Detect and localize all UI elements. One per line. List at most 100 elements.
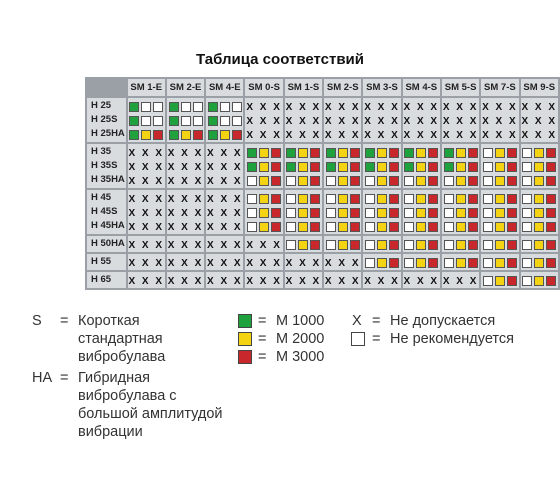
white-square [286,240,297,250]
red-square [428,222,439,232]
not-allowed-mark: X X X [364,101,400,113]
not-allowed-mark: X X X [246,239,282,251]
white-square [180,102,191,112]
not-allowed-mark: X X X [128,221,165,233]
green-square [168,102,179,112]
yellow-square [416,194,427,204]
legend-s-equals: = [60,313,69,329]
table-cell: X X X [166,236,205,252]
table-cell: X X X [166,254,205,270]
row-labels: H 25 H 25S H 25HA [87,98,126,142]
table-cell [324,144,362,188]
legend-red-swatch [238,350,252,364]
table-cell: X X X [324,254,362,270]
yellow-square [141,130,152,140]
white-square [404,222,415,232]
yellow-square [416,148,427,158]
row-labels: H 45 H 45S H 45HA [87,190,126,234]
yellow-square [534,162,545,172]
red-square [467,194,478,204]
yellow-square [534,222,545,232]
yellow-square [298,162,309,172]
legend-s-line-1: Короткая [78,313,140,329]
red-square [467,176,478,186]
yellow-square [494,208,505,218]
table-cell [481,236,519,252]
not-allowed-mark: X X X [364,275,400,287]
not-allowed-mark: X X X [207,175,243,187]
table-cell [284,144,323,188]
yellow-square [298,176,309,186]
table-cell: X X X X X X X X X [166,190,205,234]
table-cell [363,254,401,270]
legend-s-line-3: вибробулава [78,349,166,365]
red-square [389,162,399,172]
red-square [428,176,439,186]
table-cell [284,236,323,252]
not-allowed-mark: X X X [482,101,518,113]
table-cell: X X X X X X X X X [481,98,519,142]
table-cell: X X X [245,272,283,288]
legend-yellow-label: M 2000 [276,331,325,347]
row-labels: H 50HA [87,236,126,252]
red-square [271,222,282,232]
row-label: H 35 [91,146,112,157]
yellow-square [337,148,348,158]
not-allowed-mark: X X X [128,257,165,269]
yellow-square [534,208,545,218]
not-allowed-mark: X X X [442,275,479,287]
white-square [482,208,493,218]
yellow-square [337,240,348,250]
table-cell [481,190,519,234]
red-square [153,130,164,140]
red-square [428,258,439,268]
legend-x-text: Не допускается [390,313,496,329]
row-label: H 35HA [91,174,125,185]
row-label: H 35S [91,160,118,171]
table-cell: X X X [363,272,401,288]
red-square [428,148,439,158]
yellow-square [337,208,348,218]
red-square [467,222,478,232]
white-square [231,116,242,126]
yellow-square [259,162,270,172]
yellow-square [416,176,427,186]
yellow-square [377,258,387,268]
yellow-square [416,240,427,250]
yellow-square [377,208,387,218]
yellow-square [455,240,466,250]
red-square [428,162,439,172]
not-allowed-mark: X X X [285,101,322,113]
column-header: SM 3-S [363,79,401,96]
white-square [443,258,454,268]
not-allowed-mark: X X X [128,147,165,159]
table-cell [520,190,558,234]
red-square [271,194,282,204]
green-square [207,130,218,140]
green-square [207,102,218,112]
white-square [522,194,533,204]
row-labels: H 65 [87,272,126,288]
not-allowed-mark: X X X [364,129,400,141]
red-square [349,222,360,232]
table-cell: X X X X X X X X X [520,98,558,142]
legend-white-equals: = [372,331,381,347]
not-allowed-mark: X X X [246,115,282,127]
green-square [286,162,297,172]
not-allowed-mark: X X X [207,147,243,159]
red-square [506,222,517,232]
table-cell: X X X [127,236,165,252]
white-square [522,240,533,250]
white-square [192,102,203,112]
green-square [207,116,218,126]
red-square [546,222,557,232]
not-allowed-mark: X X X [324,257,361,269]
yellow-square [534,258,545,268]
column-header: SM 7-S [481,79,519,96]
table-cell [520,144,558,188]
white-square [231,102,242,112]
legend-red-equals: = [258,349,267,365]
white-square [247,176,258,186]
yellow-square [455,208,466,218]
